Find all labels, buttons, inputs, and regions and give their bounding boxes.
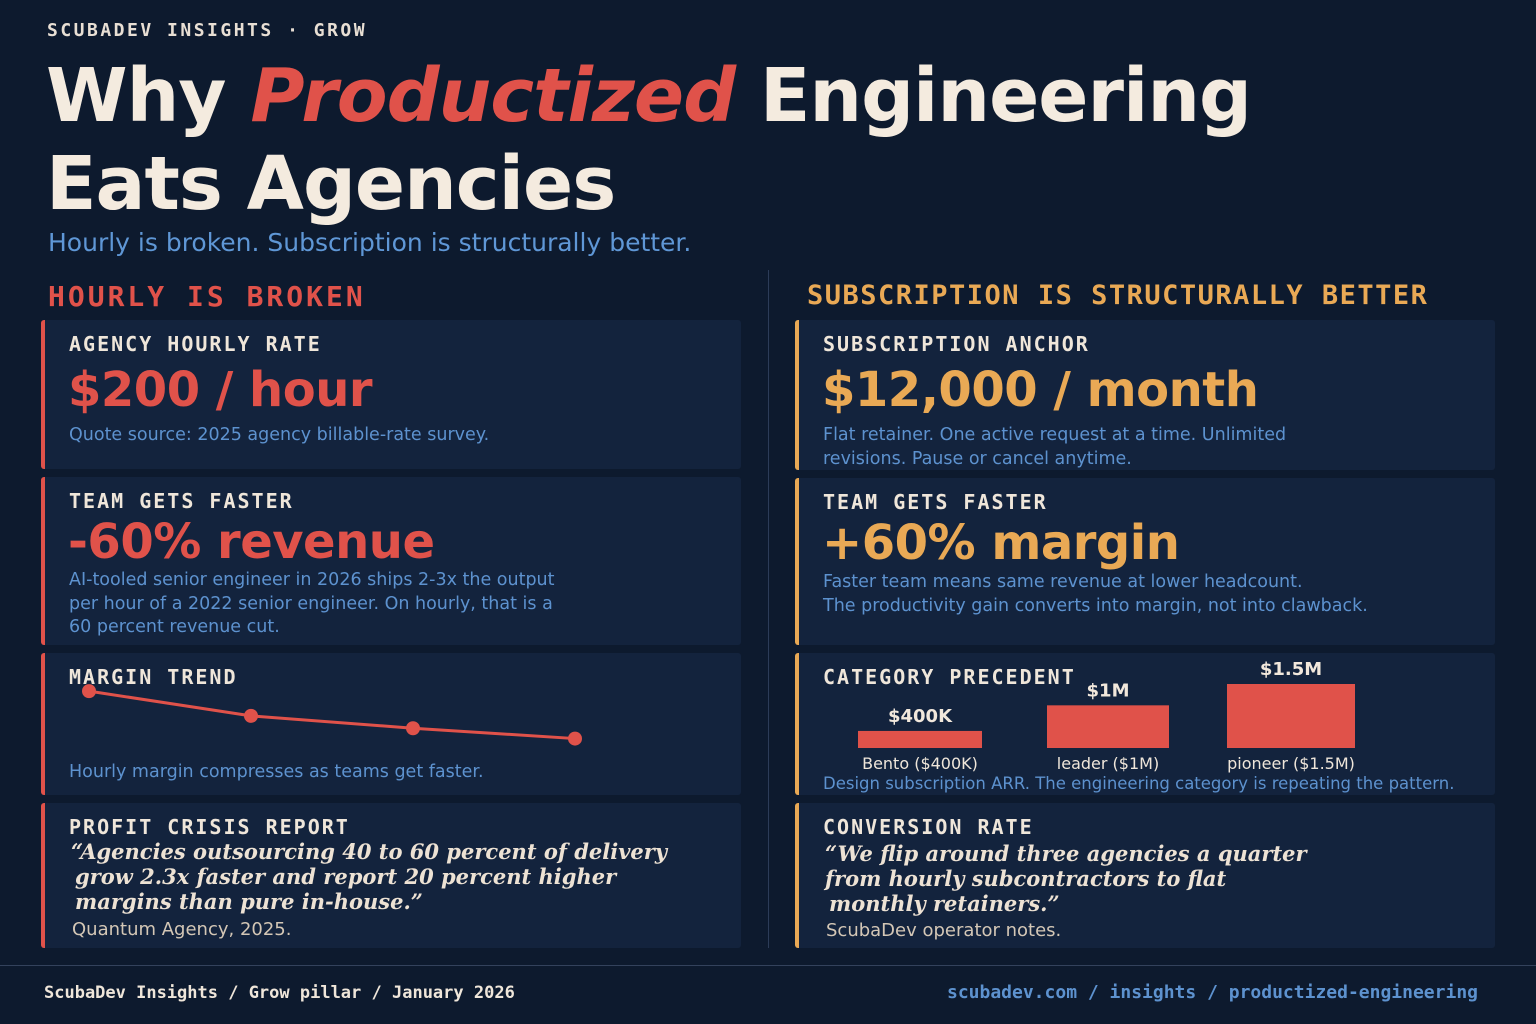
card-desc: Faster team means same revenue at lower … — [823, 571, 1368, 618]
quote-line: “We flip around three agencies a quarter — [825, 841, 1307, 866]
precedent-category-label: pioneer ($1.5M) — [1227, 754, 1355, 773]
card-label: TEAM GETS FASTER — [69, 489, 294, 513]
card-label: CATEGORY PRECEDENT — [823, 665, 1076, 689]
margin-trend-point — [244, 708, 258, 723]
precedent-bar — [1227, 684, 1355, 748]
title-part-2: Engineering — [735, 53, 1252, 139]
title-line-2: Eats Agencies — [46, 141, 616, 227]
category-precedent-card: CATEGORY PRECEDENT $400K Bento ($400K) $1M… — [795, 653, 1495, 795]
desc-line: 60 percent revenue cut. — [69, 617, 280, 637]
margin-trend-point — [568, 731, 582, 746]
desc-line: revisions. Pause or cancel anytime. — [823, 448, 1132, 469]
quote: “Agencies outsourcing 40 to 60 percent o… — [71, 839, 667, 914]
profit-crisis-card: PROFIT CRISIS REPORT “Agencies outsourci… — [41, 803, 741, 948]
desc-line: The productivity gain converts into marg… — [823, 595, 1368, 616]
card-desc: Flat retainer. One active request at a t… — [823, 424, 1286, 471]
card-value: -60% revenue — [68, 514, 435, 570]
conversion-rate-card: CONVERSION RATE “We flip around three ag… — [795, 803, 1495, 948]
card-label: PROFIT CRISIS REPORT — [69, 815, 350, 839]
attribution: Quantum Agency, 2025. — [72, 919, 292, 940]
left-column-heading: HOURLY IS BROKEN — [48, 280, 366, 313]
card-desc: AI-tooled senior engineer in 2026 ships … — [69, 569, 555, 640]
quote-line: from hourly subcontractors to flat — [825, 866, 1227, 891]
precedent-bar — [1047, 705, 1169, 748]
margin-trend-card: MARGIN TREND Hourly margin compresses as… — [41, 653, 741, 795]
precedent-category-label: leader ($1M) — [1057, 754, 1159, 773]
desc-line: Faster team means same revenue at lower … — [823, 572, 1303, 592]
card-desc: Hourly margin compresses as teams get fa… — [69, 762, 484, 782]
precedent-value-label: $400K — [888, 706, 953, 727]
column-divider — [768, 270, 769, 948]
subscription-anchor-card: SUBSCRIPTION ANCHOR $12,000 / month Flat… — [795, 320, 1495, 470]
footer-byline: ScubaDev Insights / Grow pillar / Januar… — [44, 983, 515, 1003]
card-desc: Quote source: 2025 agency billable-rate … — [69, 425, 490, 445]
card-label: MARGIN TREND — [69, 665, 238, 689]
margin-trend-point — [82, 684, 96, 699]
title-accent: Productized — [250, 53, 736, 139]
card-label: SUBSCRIPTION ANCHOR — [823, 332, 1090, 356]
precedent-category-label: Bento ($400K) — [862, 754, 978, 773]
card-value: $200 / hour — [68, 362, 373, 418]
attribution: ScubaDev operator notes. — [826, 920, 1062, 941]
card-label: TEAM GETS FASTER — [823, 490, 1048, 514]
subtitle: Hourly is broken. Subscription is struct… — [48, 228, 692, 257]
team-faster-margin-card: TEAM GETS FASTER +60% margin Faster team… — [795, 478, 1495, 645]
card-value: +60% margin — [822, 515, 1180, 571]
page-title: Why Productized Engineering Eats Agencie… — [46, 52, 1346, 228]
card-desc: Design subscription ARR. The engineering… — [823, 774, 1455, 793]
card-value: $12,000 / month — [822, 362, 1259, 418]
card-label: CONVERSION RATE — [823, 815, 1034, 839]
right-column-heading: SUBSCRIPTION IS STRUCTURALLY BETTER — [807, 280, 1429, 311]
precedent-bar — [858, 730, 982, 748]
quote-line: “Agencies outsourcing 40 to 60 percent o… — [71, 839, 668, 864]
precedent-value-label: $1M — [1087, 680, 1130, 701]
team-faster-revenue-card: TEAM GETS FASTER -60% revenue AI-tooled … — [41, 477, 741, 645]
precedent-value-label: $1.5M — [1260, 659, 1322, 680]
agency-rate-card: AGENCY HOURLY RATE $200 / hour Quote sou… — [41, 320, 741, 469]
desc-line: Flat retainer. One active request at a t… — [823, 425, 1287, 445]
footer-url[interactable]: scubadev.com / insights / productized-en… — [946, 982, 1478, 1003]
margin-trend-chart — [82, 684, 582, 746]
category-precedent-chart: $400K Bento ($400K) $1M leader ($1M) $1.5M pi… — [858, 659, 1355, 773]
kicker: SCUBADEV INSIGHTS · GROW — [47, 20, 368, 41]
quote-line: margins than pure in-house.” — [75, 889, 423, 914]
desc-line: AI-tooled senior engineer in 2026 ships … — [69, 570, 555, 590]
desc-line: per hour of a 2022 senior engineer. On h… — [69, 593, 553, 614]
quote: “We flip around three agencies a quarter… — [825, 841, 1307, 916]
quote-line: monthly retainers.” — [829, 891, 1060, 916]
footer-divider — [0, 965, 1536, 966]
margin-trend-line — [88, 689, 576, 741]
quote-line: grow 2.3x faster and report 20 percent h… — [75, 864, 617, 889]
margin-trend-point — [406, 721, 420, 736]
card-label: AGENCY HOURLY RATE — [69, 332, 322, 356]
title-part-1: Why — [46, 53, 251, 139]
